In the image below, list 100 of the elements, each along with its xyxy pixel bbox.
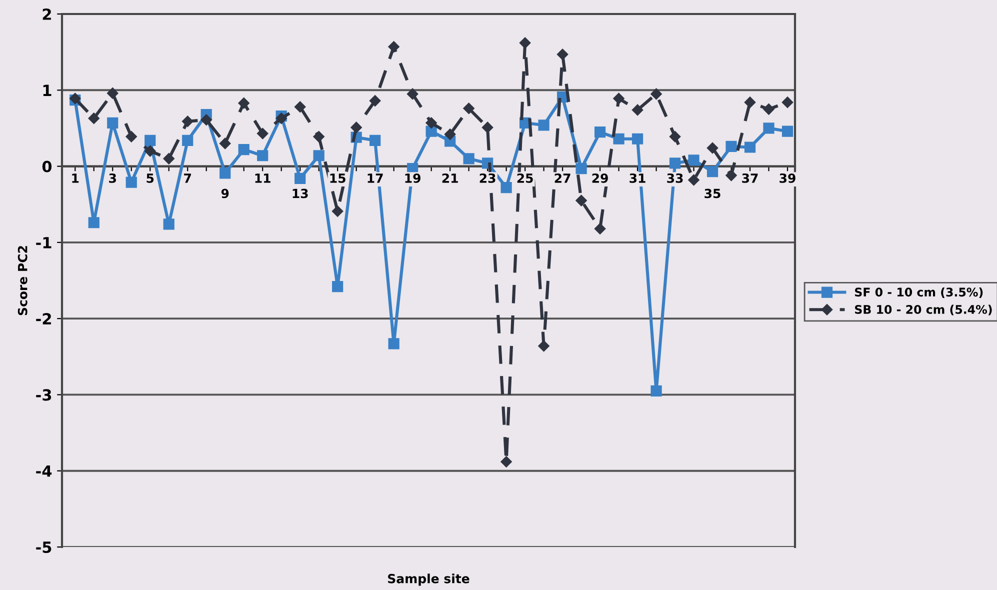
point — [276, 112, 287, 124]
point — [613, 133, 624, 144]
point — [576, 163, 587, 174]
point — [144, 145, 156, 157]
point — [744, 96, 756, 108]
point — [669, 158, 681, 169]
point — [388, 41, 400, 52]
point — [313, 150, 324, 162]
point — [706, 166, 718, 178]
x-tick-label: 25 — [517, 173, 533, 183]
point — [688, 174, 700, 186]
point — [426, 126, 437, 137]
point — [200, 114, 212, 126]
point — [669, 130, 681, 142]
x-tick-label: 33 — [667, 173, 683, 183]
point — [613, 92, 624, 104]
x-tick-label: 19 — [405, 173, 420, 183]
y-tick-label: 0 — [42, 160, 52, 172]
point — [126, 176, 137, 188]
x-tick-label: 35 — [704, 188, 720, 198]
point — [463, 153, 474, 164]
point — [388, 338, 400, 350]
x-tick-label: 21 — [442, 173, 458, 183]
point — [650, 385, 662, 396]
x-tick-label: 9 — [221, 188, 229, 198]
point — [182, 134, 194, 146]
point — [706, 142, 718, 154]
x-tick-label: 31 — [630, 173, 646, 183]
x-tick-label: 27 — [554, 173, 570, 183]
point — [370, 134, 381, 146]
point — [763, 104, 774, 115]
point — [782, 126, 794, 137]
legend-label: SF 0 - 10 cm (3.5%) — [855, 287, 983, 298]
point — [332, 206, 344, 217]
x-tick-label: 15 — [330, 174, 346, 183]
x-tick-label: 13 — [292, 188, 308, 198]
point — [257, 150, 268, 162]
point — [220, 168, 231, 179]
point — [107, 88, 118, 99]
x-tick-label: 1 — [72, 174, 79, 183]
y-tick-label: -3 — [36, 389, 52, 401]
point — [594, 223, 606, 234]
point — [500, 182, 512, 194]
point — [744, 142, 756, 153]
x-tick-label: 37 — [742, 173, 758, 183]
point — [182, 116, 194, 127]
point — [126, 130, 137, 142]
point — [238, 97, 250, 109]
point — [782, 96, 794, 108]
y-tick-label: 2 — [42, 8, 51, 20]
point — [538, 340, 550, 352]
y-tick-label: -2 — [36, 313, 51, 324]
point — [556, 48, 568, 60]
point — [238, 144, 250, 156]
point — [88, 112, 100, 124]
point — [369, 95, 381, 106]
point — [463, 102, 474, 114]
point — [406, 88, 418, 100]
x-tick-label: 7 — [184, 174, 191, 183]
point — [688, 154, 700, 166]
x-tick-label: 5 — [146, 174, 154, 183]
point — [763, 122, 774, 134]
legend-label: SB 10 - 20 cm (5.4%) — [855, 304, 992, 316]
point — [294, 172, 306, 184]
point — [107, 117, 118, 128]
point — [632, 133, 644, 144]
point — [256, 128, 268, 140]
point — [594, 126, 606, 138]
point — [350, 122, 362, 134]
y-tick-label: 1 — [43, 84, 52, 96]
x-axis-title: Sample site — [388, 574, 470, 586]
x-tick-label: 17 — [368, 174, 383, 183]
point — [726, 170, 737, 182]
point — [482, 122, 494, 134]
point — [163, 218, 174, 230]
x-tick-label: 29 — [592, 173, 608, 183]
y-tick-label: -5 — [36, 542, 52, 554]
point — [144, 134, 156, 146]
point — [294, 101, 306, 112]
point — [332, 281, 344, 292]
y-tick-label: -1 — [36, 237, 52, 248]
point — [444, 128, 456, 140]
point — [632, 104, 644, 116]
point — [163, 153, 174, 164]
point — [500, 456, 512, 468]
y-axis-title: Score PC2 — [18, 246, 28, 316]
x-tick-label: 23 — [480, 173, 496, 183]
point — [313, 130, 324, 142]
point — [726, 140, 737, 152]
x-tick-label: 3 — [109, 173, 116, 183]
point — [519, 37, 531, 49]
point — [650, 88, 662, 100]
point — [426, 117, 437, 128]
point — [88, 217, 100, 228]
point — [538, 120, 550, 131]
point — [576, 194, 587, 206]
x-tick-label: 11 — [255, 174, 270, 183]
point — [219, 138, 231, 150]
y-tick-label: -4 — [36, 466, 52, 477]
x-tick-label: 39 — [780, 173, 796, 183]
